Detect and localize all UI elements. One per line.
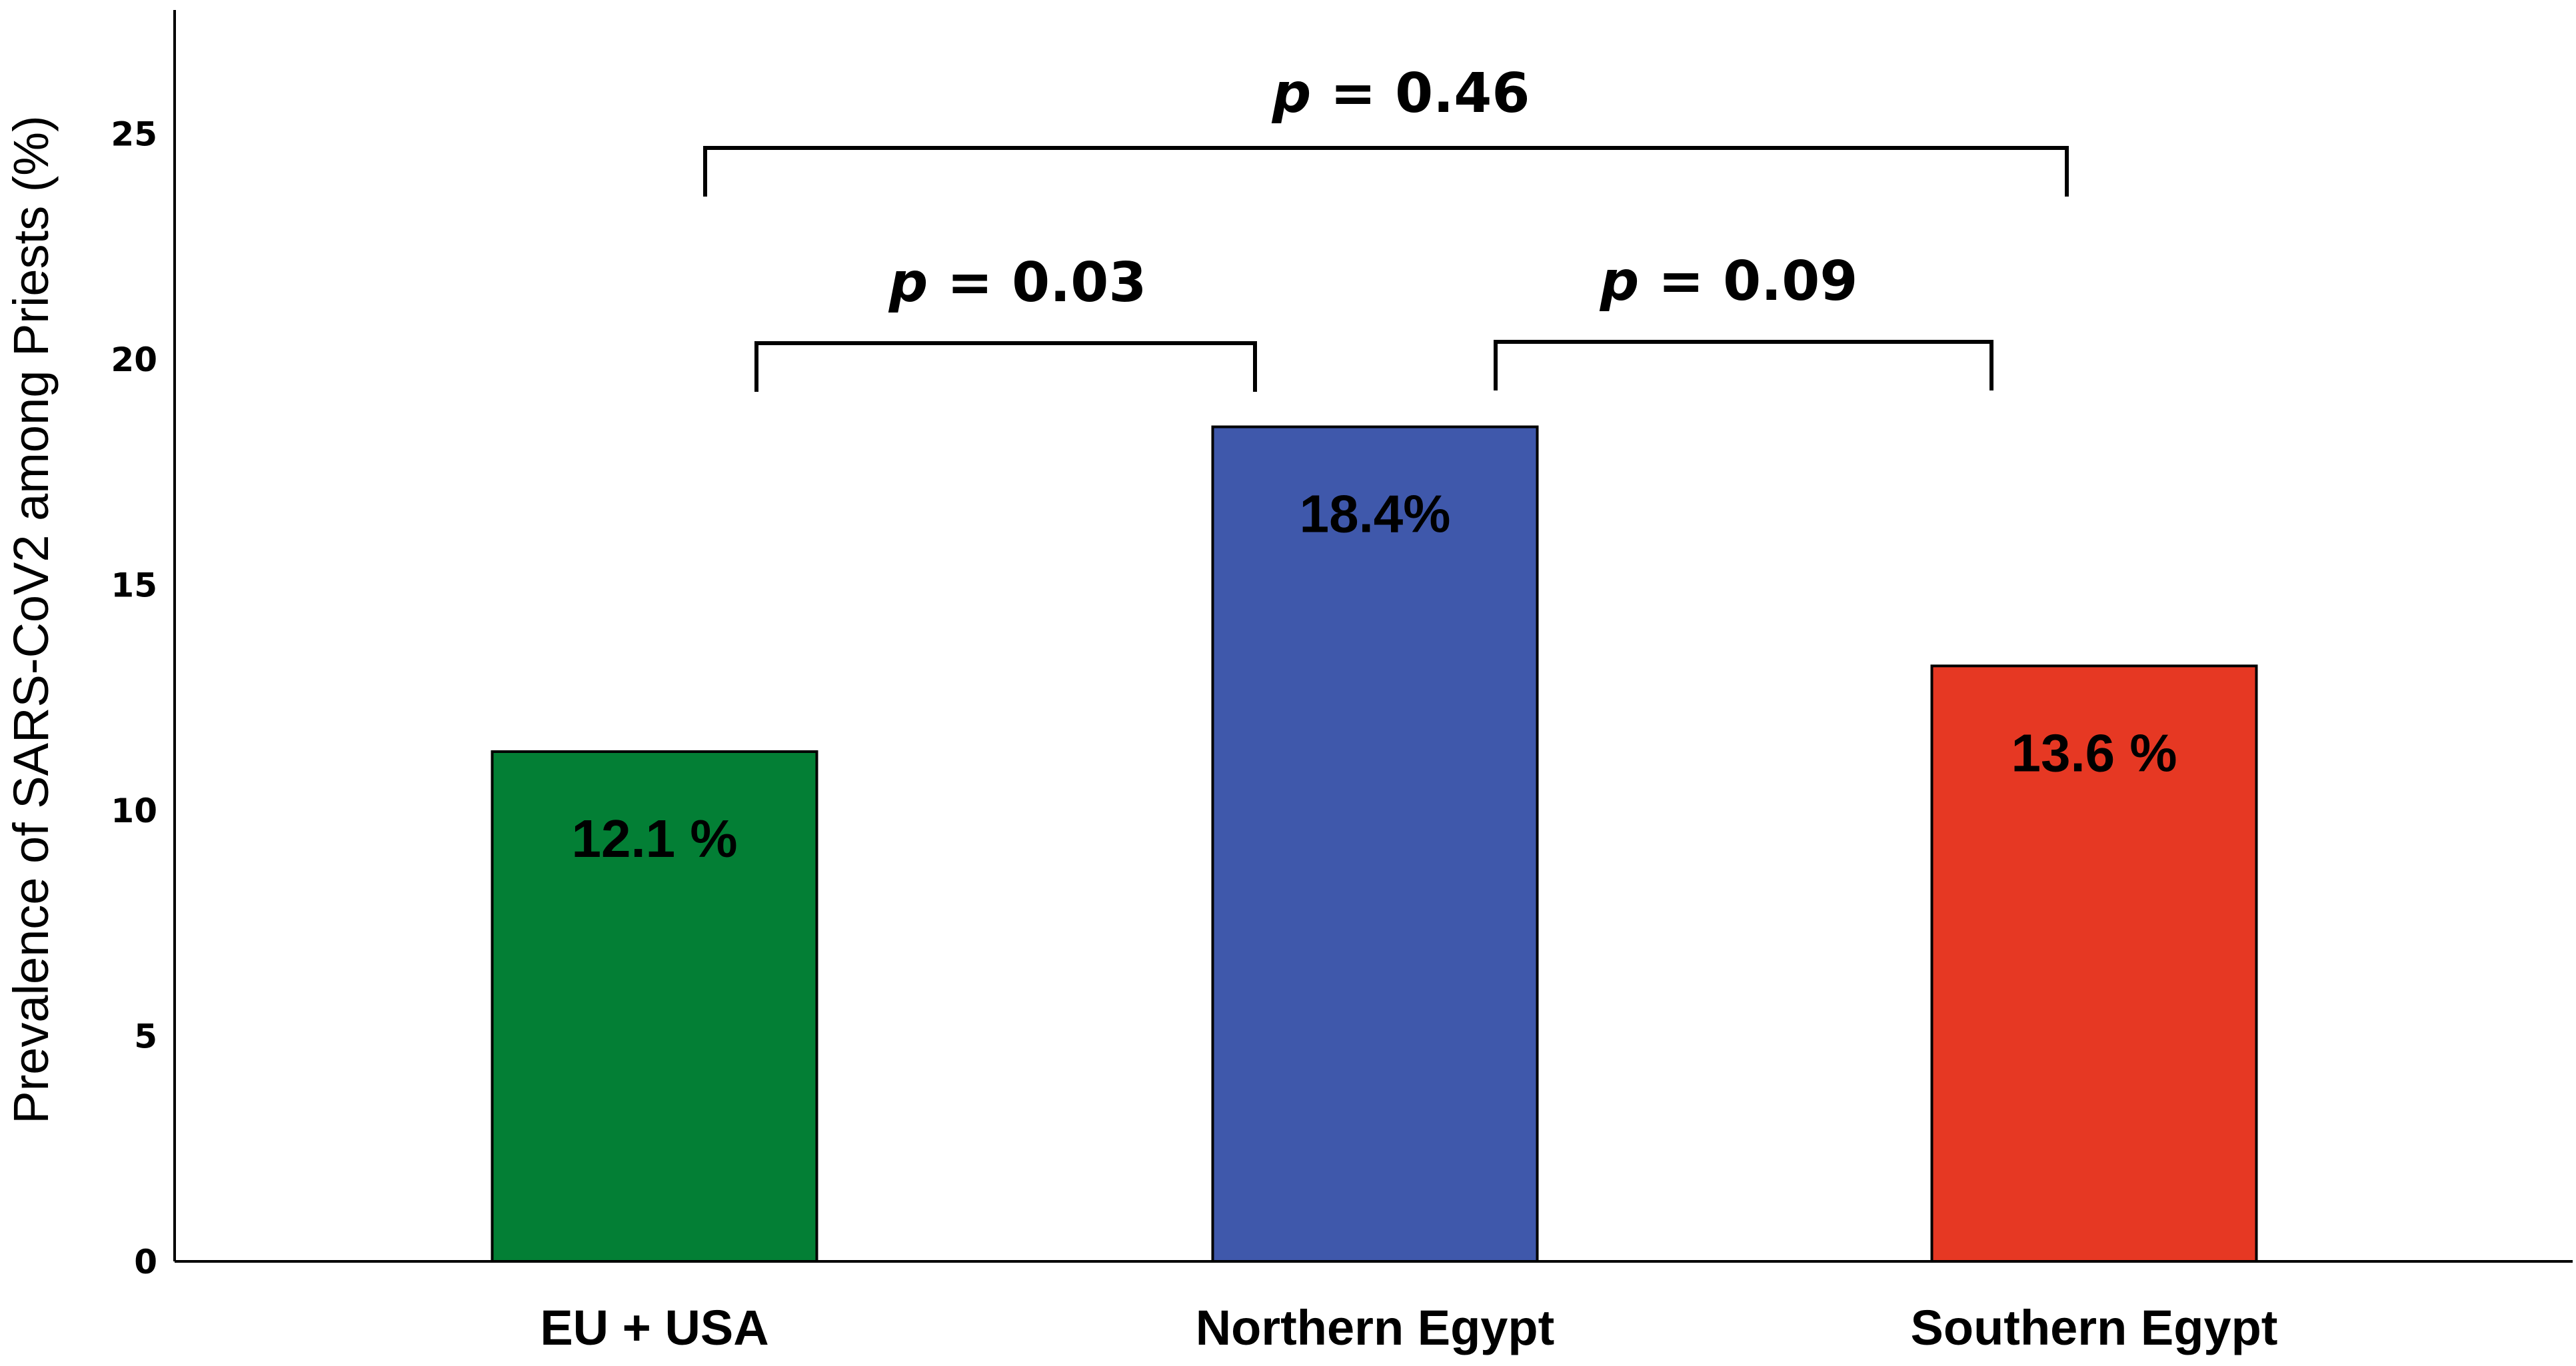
- significance-brackets: p = 0.03 p = 0.09 p = 0.46: [703, 62, 2069, 392]
- data-labels: 12.1 % 18.4% 13.6 %: [571, 484, 2177, 868]
- y-tick-label: 5: [134, 1018, 157, 1056]
- y-tick-labels: 0 5 10 15 20 25: [111, 115, 157, 1282]
- category-labels: EU + USA Northern Egypt Southern Egypt: [540, 1300, 2277, 1355]
- y-tick-label: 10: [111, 792, 157, 830]
- p-value-label: p = 0.03: [888, 251, 1147, 315]
- y-tick-label: 0: [134, 1243, 157, 1281]
- p-value-label: p = 0.46: [1272, 62, 1530, 125]
- significance-bracket: [754, 341, 1257, 392]
- significance-bracket: [1494, 340, 1993, 390]
- p-value-label: p = 0.09: [1600, 250, 1858, 313]
- category-label: EU + USA: [540, 1300, 768, 1355]
- bar: [1211, 425, 1539, 1263]
- bar-value-label: 18.4%: [1300, 484, 1451, 544]
- bar-value-label: 13.6 %: [2011, 723, 2177, 782]
- y-tick-label: 15: [111, 566, 157, 605]
- y-tick-label: 25: [111, 115, 157, 154]
- y-tick-label: 20: [111, 341, 157, 379]
- bar: [1930, 664, 2258, 1263]
- bar-value-label: 12.1 %: [571, 809, 737, 868]
- significance-bracket: [703, 146, 2069, 197]
- y-axis-title: Prevalence of SARS-CoV2 among Priests (%…: [3, 115, 59, 1124]
- category-label: Northern Egypt: [1196, 1300, 1555, 1355]
- bars: [491, 425, 2258, 1263]
- category-label: Southern Egypt: [1911, 1300, 2278, 1355]
- bar: [491, 750, 818, 1263]
